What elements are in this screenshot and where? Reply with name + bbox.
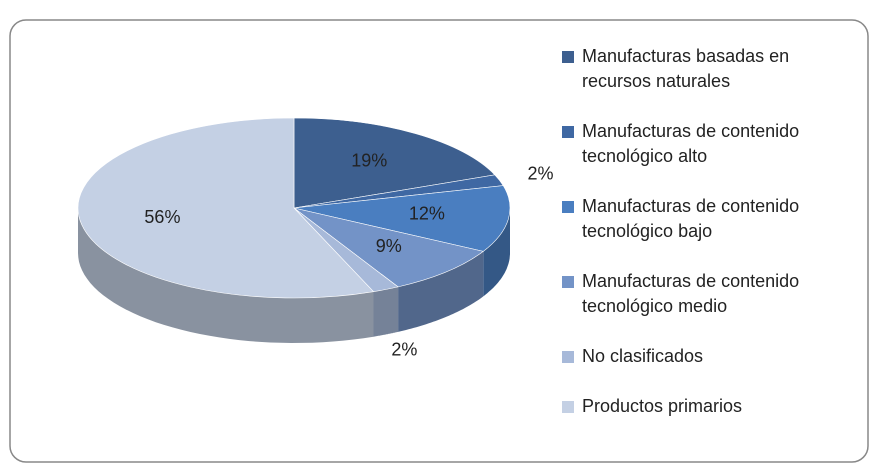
legend-swatch [562,276,574,288]
data-label: 12% [409,204,445,224]
legend-item: Manufacturas de contenido tecnológico ba… [560,194,850,244]
slice-side [483,208,510,297]
data-label: 19% [351,151,387,171]
data-label: 56% [144,207,180,227]
pie-sides [78,208,510,343]
legend-item: Manufacturas de contenido tecnológico me… [560,269,850,319]
legend-item: No clasificados [560,344,850,369]
legend-label: Manufacturas de contenido tecnológico ba… [582,196,800,241]
legend-label: Manufacturas basadas en recursos natural… [582,46,790,91]
data-label: 2% [391,339,417,359]
legend-label: Manufacturas de contenido tecnológico al… [582,121,800,166]
slice [293,117,496,209]
slice [293,207,484,288]
data-label: 2% [528,163,554,183]
data-label: 9% [376,236,402,256]
data-labels: 19% 2% 12% 9% 2% 56% [144,151,553,360]
legend-swatch [562,126,574,138]
legend-label: Manufacturas de contenido tecnológico me… [582,271,800,316]
legend: Manufacturas basadas en recursos natural… [560,44,850,444]
legend-item: Manufacturas de contenido tecnológico al… [560,119,850,169]
legend-swatch [562,351,574,363]
pie-tops [77,117,511,299]
slice-side [398,251,484,332]
slice [293,185,511,252]
legend-swatch [562,201,574,213]
slice [77,117,375,299]
slice-side [373,286,399,337]
legend-swatch [562,51,574,63]
legend-item: Manufacturas basadas en recursos natural… [560,44,850,94]
slice-side [78,208,374,343]
legend-label: No clasificados [582,346,704,366]
legend-label: Productos primarios [582,396,743,416]
legend-item: Productos primarios [560,394,850,419]
legend-swatch [562,401,574,413]
